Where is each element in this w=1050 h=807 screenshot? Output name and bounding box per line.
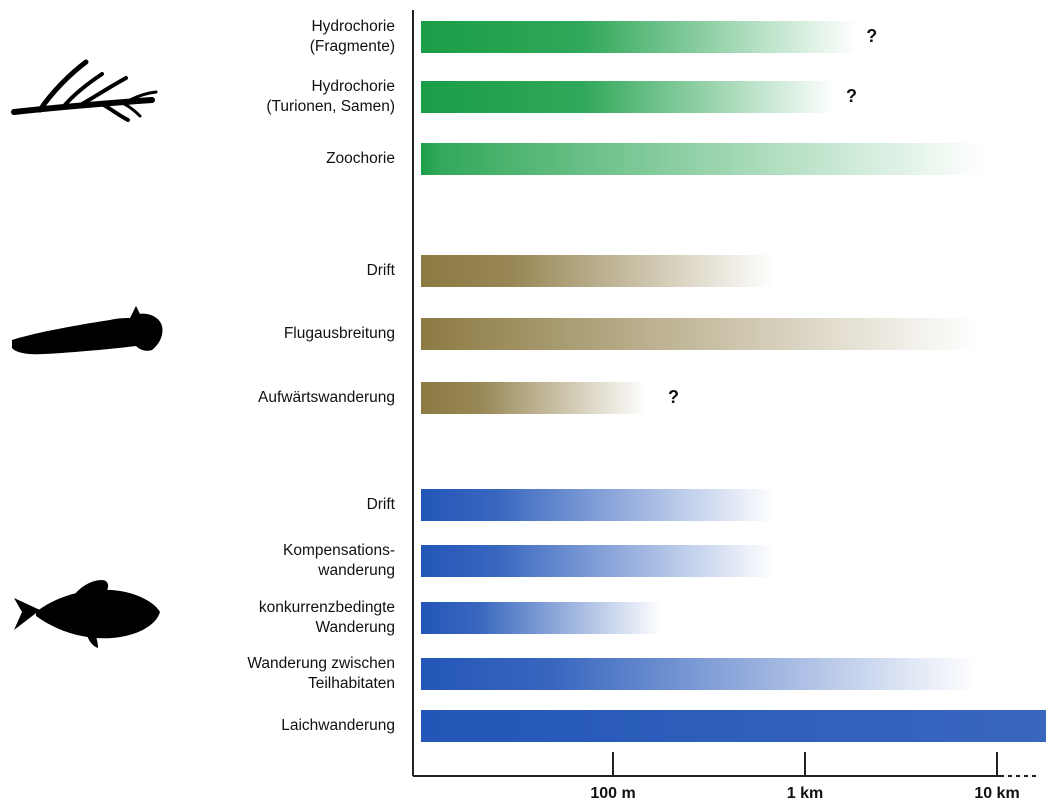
row-label-line: Teilhabitaten (307, 675, 395, 692)
row-label-line: Zoochorie (326, 150, 395, 167)
row-label-line: Flugausbreitung (283, 325, 395, 342)
row-label-line: konkurrenzbedingte (258, 599, 395, 616)
bar-1-1 (421, 318, 979, 350)
row-label-line: Hydrochorie (311, 18, 395, 35)
row-label-line: (Turionen, Samen) (266, 98, 395, 115)
row-label-line: Wanderung zwischen (247, 655, 395, 672)
uncertainty-mark: ? (668, 387, 679, 407)
row-label-line: Laichwanderung (281, 717, 395, 734)
plant-icon (11, 59, 158, 122)
row-label-line: (Fragmente) (309, 38, 395, 55)
row-label: Hydrochorie (Turionen, Samen) (35, 77, 395, 117)
row-label: Aufwärtswanderung (35, 388, 395, 408)
x-tick-label: 1 km (786, 785, 824, 802)
fish-icon (14, 580, 160, 648)
bar-1-0 (421, 255, 776, 287)
row-label-line: wanderung (318, 562, 395, 579)
x-tick-label: 10 km (974, 785, 1020, 802)
row-label-line: Aufwärtswanderung (258, 389, 395, 406)
row-label: Drift (35, 495, 395, 515)
row-label-line: Wanderung (315, 619, 395, 636)
uncertainty-mark: ? (866, 26, 878, 46)
bar-2-3 (421, 658, 979, 690)
icon-layer (11, 59, 163, 648)
bar-0-1 (421, 81, 836, 113)
bars-layer (421, 21, 1046, 742)
row-label: konkurrenzbedingte Wanderung (35, 598, 395, 638)
row-label-line: Hydrochorie (311, 78, 395, 95)
insect-larva-icon (12, 306, 163, 355)
row-label-line: Drift (366, 496, 395, 513)
row-label: Flugausbreitung (35, 324, 395, 344)
row-label: Kompensations-wanderung (35, 541, 395, 581)
bar-0-0 (421, 21, 857, 53)
x-tick-label: 100 m (590, 785, 636, 802)
axis-layer (412, 10, 1040, 777)
row-label-line: Kompensations- (282, 542, 395, 559)
bar-2-4 (421, 710, 1046, 742)
row-label-line: Drift (366, 262, 395, 279)
row-label: Wanderung zwischen Teilhabitaten (35, 654, 395, 694)
bar-2-0 (421, 489, 776, 521)
row-label: Drift (35, 261, 395, 281)
bar-2-2 (421, 602, 663, 634)
bar-0-2 (421, 143, 984, 175)
bar-2-1 (421, 545, 776, 577)
row-label: Laichwanderung (35, 716, 395, 736)
row-label: Zoochorie (35, 149, 395, 169)
row-label: Hydrochorie (Fragmente) (35, 17, 395, 57)
bar-1-2 (421, 382, 647, 414)
uncertainty-mark: ? (845, 86, 857, 106)
